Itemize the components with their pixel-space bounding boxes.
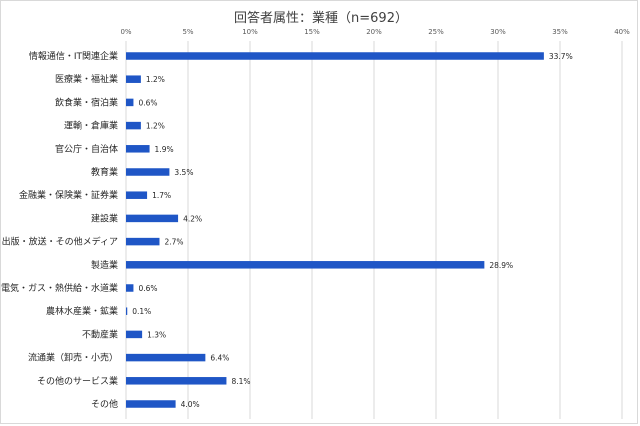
category-label: 官公庁・自治体 xyxy=(55,143,118,155)
data-labels: 33.7% 1.2% 0.6% 1.2% 1.9% 3.5% 1.7% 4.2% 2.7% 28.… xyxy=(132,52,572,409)
x-tick-label: 10% xyxy=(242,28,258,36)
x-tick-label: 35% xyxy=(552,28,568,36)
chart-title: 回答者属性：業種（n=692） xyxy=(234,10,408,26)
bar xyxy=(126,121,141,130)
bar xyxy=(126,145,150,153)
data-label: 4.2% xyxy=(183,214,202,223)
category-label: 流通業（卸売・小売） xyxy=(28,352,118,364)
bar xyxy=(126,237,160,246)
x-tick-label: 15% xyxy=(304,28,320,36)
bar xyxy=(126,284,134,292)
category-label: 電気・ガス・熱供給・水道業 xyxy=(1,282,118,294)
data-label: 0.6% xyxy=(138,284,157,293)
category-labels: 情報通信・IT関連企業医療業・福祉業飲食業・宿泊業運輸・倉庫業官公庁・自治体教育… xyxy=(1,50,118,410)
bar xyxy=(126,261,485,269)
category-label: 教育業 xyxy=(91,166,118,178)
category-label: 金融業・保険業・証券業 xyxy=(19,189,118,201)
bar xyxy=(126,168,170,176)
category-label: 情報通信・IT関連企業 xyxy=(29,50,118,62)
x-tick-label: 5% xyxy=(182,28,193,36)
data-label: 4.0% xyxy=(181,400,200,409)
data-label: 1.9% xyxy=(155,145,174,154)
x-tick-label: 40% xyxy=(614,28,630,36)
bar xyxy=(126,98,134,107)
x-tick-label: 25% xyxy=(428,28,444,36)
data-label: 0.6% xyxy=(138,98,157,107)
x-tick-label: 20% xyxy=(366,28,382,36)
data-label: 0.1% xyxy=(132,307,151,316)
bar xyxy=(126,400,176,408)
data-label: 3.5% xyxy=(174,168,193,177)
data-label: 28.9% xyxy=(489,261,513,270)
x-tick-label: 0% xyxy=(120,28,131,36)
x-axis-ticks: 0% 5% 10% 15% 20% 25% 30% 35% 40% xyxy=(120,28,630,36)
bar xyxy=(126,307,128,315)
bars xyxy=(126,52,544,408)
data-label: 2.7% xyxy=(164,238,183,247)
category-label: 医療業・福祉業 xyxy=(55,73,118,85)
category-label: 建設業 xyxy=(91,212,118,224)
data-label: 1.3% xyxy=(147,330,166,339)
category-label: 運輸・倉庫業 xyxy=(64,120,118,132)
category-label: 出版・放送・その他メディア xyxy=(2,236,118,248)
category-label: 製造業 xyxy=(91,259,118,271)
data-label: 33.7% xyxy=(549,52,573,61)
data-label: 1.2% xyxy=(146,122,165,131)
bar xyxy=(126,75,141,83)
category-label: 不動産業 xyxy=(82,328,118,340)
bar xyxy=(126,353,206,362)
gridlines xyxy=(125,41,623,419)
data-label: 8.1% xyxy=(231,377,250,386)
data-label: 1.2% xyxy=(146,75,165,84)
category-label: 飲食業・宿泊業 xyxy=(55,96,118,108)
bar xyxy=(126,52,544,60)
data-label: 6.4% xyxy=(210,354,229,363)
bar xyxy=(126,377,227,385)
data-label: 1.7% xyxy=(152,191,171,200)
category-label: その他のサービス業 xyxy=(37,375,118,387)
bar xyxy=(126,191,148,199)
category-label: 農林水産業・鉱業 xyxy=(46,305,118,317)
category-label: その他 xyxy=(91,398,118,410)
bar xyxy=(126,330,143,339)
bar xyxy=(126,214,179,223)
x-tick-label: 30% xyxy=(490,28,506,36)
